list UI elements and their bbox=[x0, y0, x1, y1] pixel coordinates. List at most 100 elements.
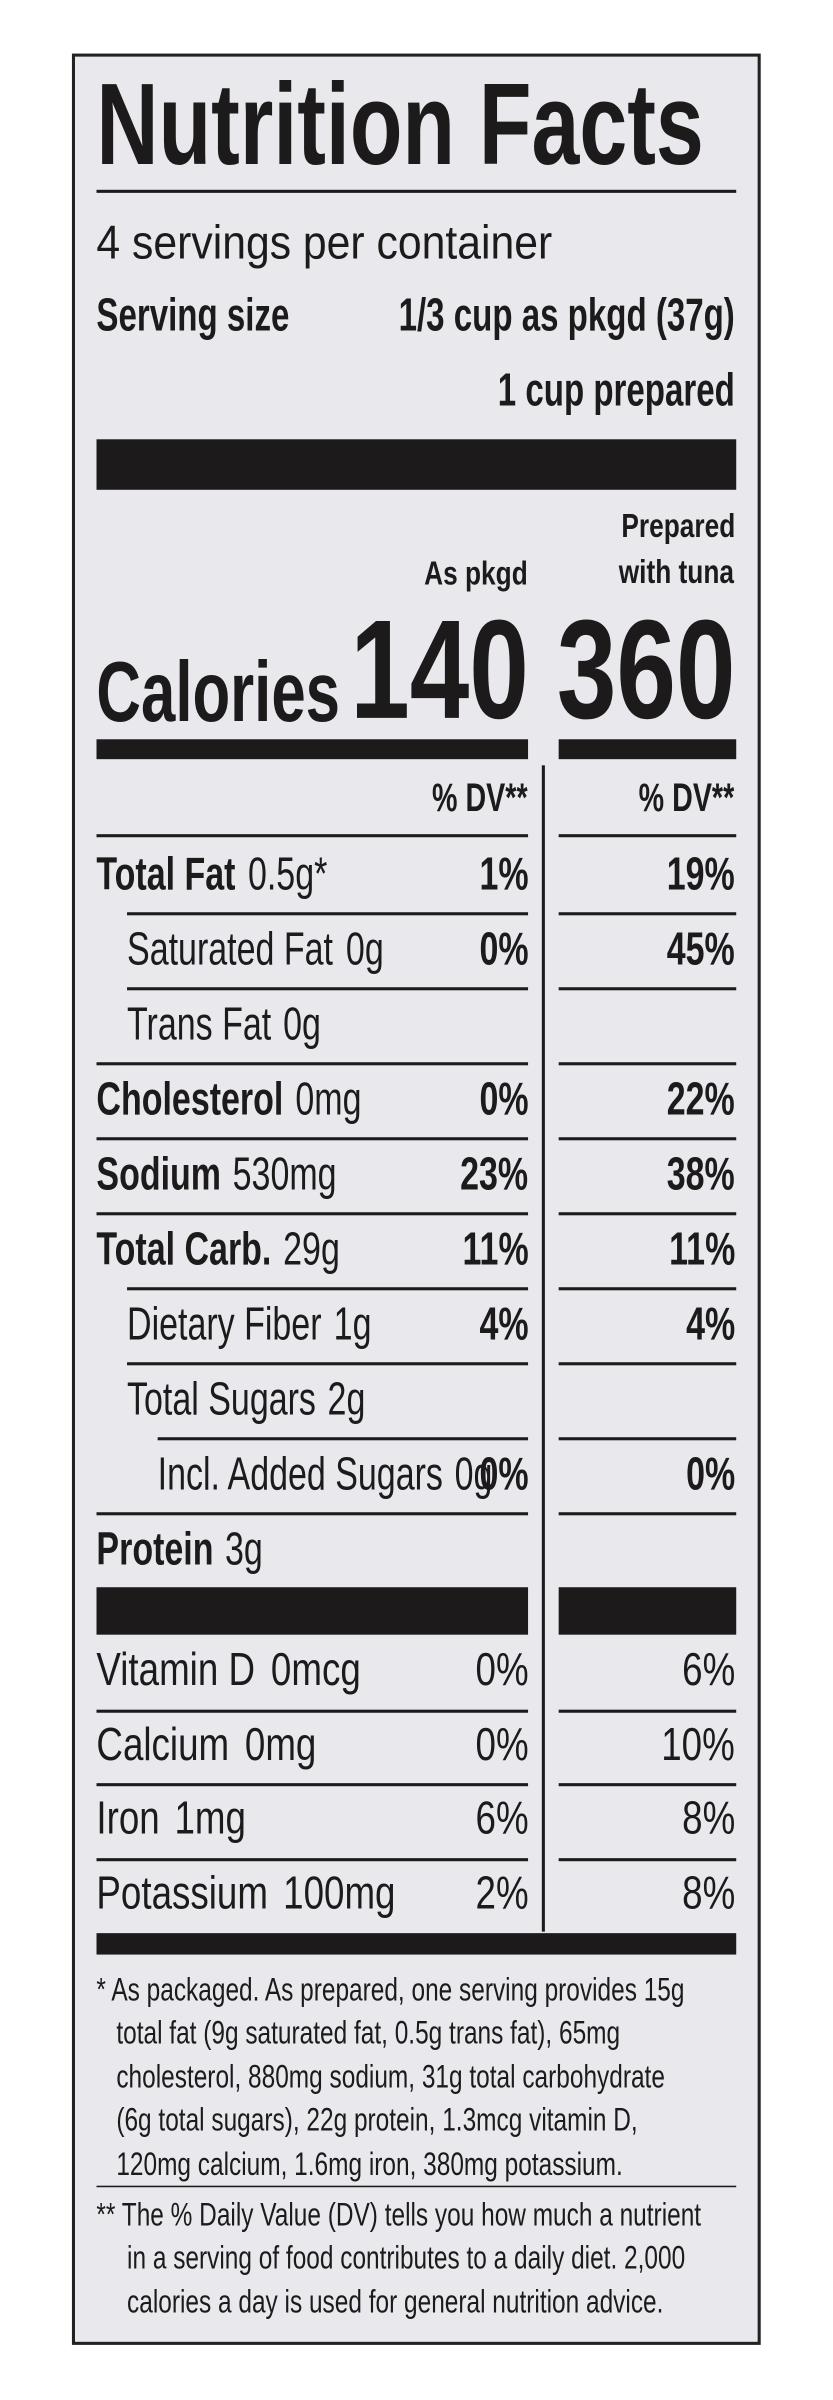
row-rule bbox=[127, 987, 529, 991]
dv-prepared: 38% bbox=[643, 1149, 735, 1200]
nutrient-name: Trans Fat bbox=[127, 1002, 322, 1049]
column-prepared-text: Prepared bbox=[620, 506, 735, 545]
nutrient-name-text: Total Fat bbox=[96, 849, 236, 900]
dv-pkgd-text: 0% bbox=[478, 1449, 529, 1500]
footnote-text: 120mg calcium, 1.6mg iron, 380mg potassi… bbox=[116, 2146, 623, 2182]
nutrient-amount-text: 0g bbox=[455, 1449, 493, 1500]
nutrient-name: Total Fat bbox=[96, 849, 284, 900]
nutrient-name-text: Sodium bbox=[96, 1149, 222, 1200]
nutrient-amount-text: 530mg bbox=[233, 1149, 338, 1200]
footnote: 120mg calcium, 1.6mg iron, 380mg potassi… bbox=[116, 2148, 782, 2180]
dv-pkgd: 11% bbox=[439, 1224, 529, 1275]
vitamin-amount-text: 1mg bbox=[175, 1793, 247, 1845]
nutrient-amount: 0mg bbox=[295, 1074, 385, 1125]
nutrient-name: Cholesterol bbox=[96, 1077, 349, 1124]
dv-pkgd-text: 11% bbox=[461, 1224, 529, 1275]
dv-prepared-text: 45% bbox=[666, 924, 735, 975]
row-rule bbox=[558, 1437, 737, 1441]
footnote: calories a day is used for general nutri… bbox=[127, 2286, 833, 2318]
calories-bar bbox=[558, 739, 737, 760]
servings-text: 4 servings per container bbox=[96, 215, 553, 269]
nutrient-amount-text: 29g bbox=[283, 1224, 341, 1275]
footnote: (6g total sugars), 22g protein, 1.3mcg v… bbox=[116, 2105, 802, 2137]
serving-size-prepared-text: 1 cup prepared bbox=[497, 365, 735, 417]
nutrient-name-text: Total Carb. bbox=[96, 1224, 272, 1275]
dv-pkgd-text: 6% bbox=[474, 1793, 529, 1845]
calories-label: Calories bbox=[96, 648, 434, 735]
dv-header-text: % DV** bbox=[639, 774, 735, 821]
dv-pkgd-text: 0% bbox=[478, 1074, 529, 1125]
nutrient-amount: 0g bbox=[345, 927, 396, 974]
row-rule bbox=[558, 912, 737, 916]
row-rule bbox=[558, 1857, 737, 1861]
vitamin-name: Iron bbox=[96, 1796, 175, 1843]
calories-pkgd: 140 bbox=[293, 600, 528, 741]
dv-pkgd-text: 1% bbox=[478, 849, 529, 900]
dv-header-text: % DV** bbox=[432, 774, 529, 821]
nutrient-name: Sodium bbox=[96, 1149, 264, 1200]
footnote-text: ** The % Daily Value (DV) tells you how … bbox=[96, 2197, 702, 2233]
nutrient-amount: 1g bbox=[333, 1299, 385, 1350]
row-rule bbox=[157, 1437, 529, 1441]
dv-prepared-text: 8% bbox=[681, 1868, 735, 1919]
nutrient-name-text: Total Sugars bbox=[127, 1374, 316, 1425]
dv-pkgd: 0% bbox=[462, 1719, 529, 1771]
nutrient-amount-text: 0mg bbox=[295, 1074, 362, 1125]
thick-bar bbox=[96, 1587, 529, 1635]
serving-size-label-text: Serving size bbox=[96, 290, 290, 342]
nutrient-name-text: Protein bbox=[96, 1524, 214, 1575]
vitamin-amount: 1mg bbox=[175, 1793, 264, 1845]
vitamin-amount-text: 100mg bbox=[283, 1868, 396, 1919]
bottom-bar bbox=[96, 1933, 737, 1955]
column-prepared: with tuna bbox=[587, 555, 734, 590]
row-rule bbox=[96, 1708, 529, 1712]
dv-prepared: 8% bbox=[668, 1868, 735, 1919]
label-panel bbox=[71, 53, 761, 2345]
footnote-text: total fat (9g saturated fat, 0.5g trans … bbox=[116, 2015, 621, 2052]
dv-prepared-text: 0% bbox=[685, 1449, 735, 1500]
nutrient-amount-text: 1g bbox=[333, 1299, 372, 1350]
dv-pkgd: 0% bbox=[462, 1074, 529, 1125]
vitamin-amount: 0mcg bbox=[270, 1648, 382, 1694]
dv-pkgd: 2% bbox=[462, 1870, 528, 1917]
nutrient-name: Protein bbox=[96, 1524, 254, 1575]
row-rule bbox=[96, 1783, 529, 1787]
nutrient-name: Total Sugars bbox=[127, 1374, 382, 1425]
dv-prepared-text: 19% bbox=[666, 849, 735, 900]
vitamin-name: Vitamin D bbox=[96, 1648, 294, 1694]
serving-size-text: 1/3 cup as pkgd (37g) bbox=[398, 290, 735, 342]
rule bbox=[96, 834, 529, 838]
dv-prepared: 6% bbox=[668, 1648, 735, 1694]
footnote: in a serving of food contributes to a da… bbox=[127, 2242, 833, 2274]
serving-size-label: Serving size bbox=[96, 290, 364, 342]
dv-pkgd: 0% bbox=[462, 1648, 528, 1694]
row-rule bbox=[127, 912, 529, 916]
serving-size-prepared: 1 cup prepared bbox=[405, 365, 735, 417]
dv-prepared: 4% bbox=[668, 1302, 735, 1349]
vitamin-name-text: Vitamin D bbox=[96, 1645, 255, 1696]
row-rule bbox=[96, 1137, 529, 1141]
row-rule bbox=[96, 1857, 529, 1861]
dv-prepared-text: 38% bbox=[666, 1149, 735, 1200]
footnote: * As packaged. As prepared, one serving … bbox=[96, 1974, 833, 2006]
dv-header: % DV** bbox=[395, 774, 529, 821]
calories-prepared-text: 360 bbox=[556, 592, 735, 749]
footnote-text: calories a day is used for general nutri… bbox=[127, 2284, 664, 2320]
column-divider bbox=[541, 765, 545, 1932]
row-rule bbox=[558, 1212, 737, 1216]
nutrient-amount-text: 2g bbox=[328, 1374, 366, 1425]
vitamin-amount: 0mg bbox=[244, 1722, 333, 1769]
thick-bar bbox=[558, 1587, 737, 1635]
nutrient-amount: 3g bbox=[226, 1527, 277, 1574]
rule bbox=[96, 189, 737, 193]
calories-prepared: 360 bbox=[500, 600, 735, 741]
thick-bar bbox=[96, 439, 737, 490]
vitamin-amount: 100mg bbox=[283, 1868, 423, 1919]
dv-pkgd: 1% bbox=[462, 849, 529, 900]
nutrient-amount-text: 0.5g* bbox=[247, 849, 328, 900]
dv-pkgd-text: 0% bbox=[474, 1719, 529, 1771]
footnote-text: * As packaged. As prepared, one serving … bbox=[96, 1972, 685, 2008]
dv-pkgd: 0% bbox=[462, 1449, 529, 1500]
row-rule bbox=[558, 1062, 737, 1066]
nutrient-amount-text: 0g bbox=[283, 999, 322, 1050]
